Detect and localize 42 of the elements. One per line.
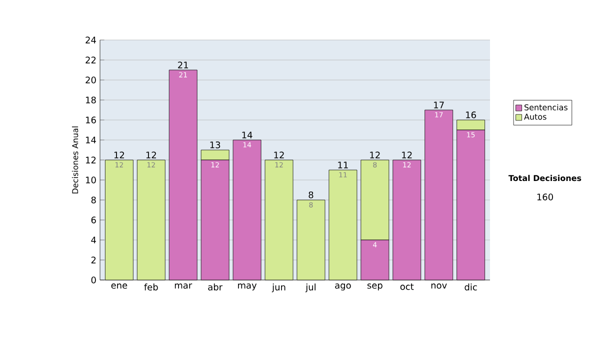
x-tick-label: oct (400, 284, 414, 290)
text: Total Decisiones (508, 174, 582, 182)
y-tick-label: 6 (91, 216, 96, 224)
y-tick-label: 16 (86, 116, 96, 124)
x-tick-label: nov (431, 284, 447, 289)
y-tick-label: 8 (91, 196, 96, 204)
total-label: 12 (114, 152, 124, 158)
total-label: 12 (402, 152, 412, 158)
total-label: 14 (242, 132, 252, 138)
x-tick-label: abr (208, 284, 223, 290)
total-label: 16 (466, 111, 476, 118)
y-tick-label: 24 (86, 36, 96, 44)
y-axis-title: Decisiones Anual (72, 126, 78, 194)
y-tick-label: 14 (86, 136, 96, 144)
legend-label: Sentencias (524, 104, 568, 110)
x-tick-label: jun (272, 284, 286, 292)
total-label: 12 (146, 152, 156, 158)
y-tick-label: 12 (86, 156, 96, 164)
text: 160 (537, 194, 553, 200)
x-tick-label: mar (174, 284, 192, 289)
total-label: 17 (434, 102, 444, 108)
x-tick-label: jul (305, 284, 316, 292)
total-label: 11 (338, 162, 348, 168)
total-label: 21 (178, 62, 188, 68)
x-tick-label: ago (335, 284, 351, 290)
x-tick-label: may (238, 284, 257, 290)
y-tick-label: 22 (86, 56, 96, 64)
legend-label: Autos (524, 114, 546, 120)
y-tick-label: 4 (91, 236, 96, 244)
x-tick-label: sep (367, 284, 382, 290)
x-tick-label: dic (464, 284, 477, 290)
x-tick-label: feb (144, 284, 158, 290)
total-label: 12 (370, 152, 380, 158)
y-tick-label: 2 (91, 256, 96, 264)
y-tick-label: 20 (86, 76, 96, 84)
total-label: 13 (210, 141, 220, 148)
y-tick-label: 18 (86, 96, 96, 104)
x-tick-label: ene (111, 284, 128, 289)
total-label: 12 (274, 152, 284, 158)
total-label: 8 (308, 191, 314, 198)
y-tick-label: 10 (86, 176, 96, 184)
y-tick-label: 0 (91, 276, 96, 284)
